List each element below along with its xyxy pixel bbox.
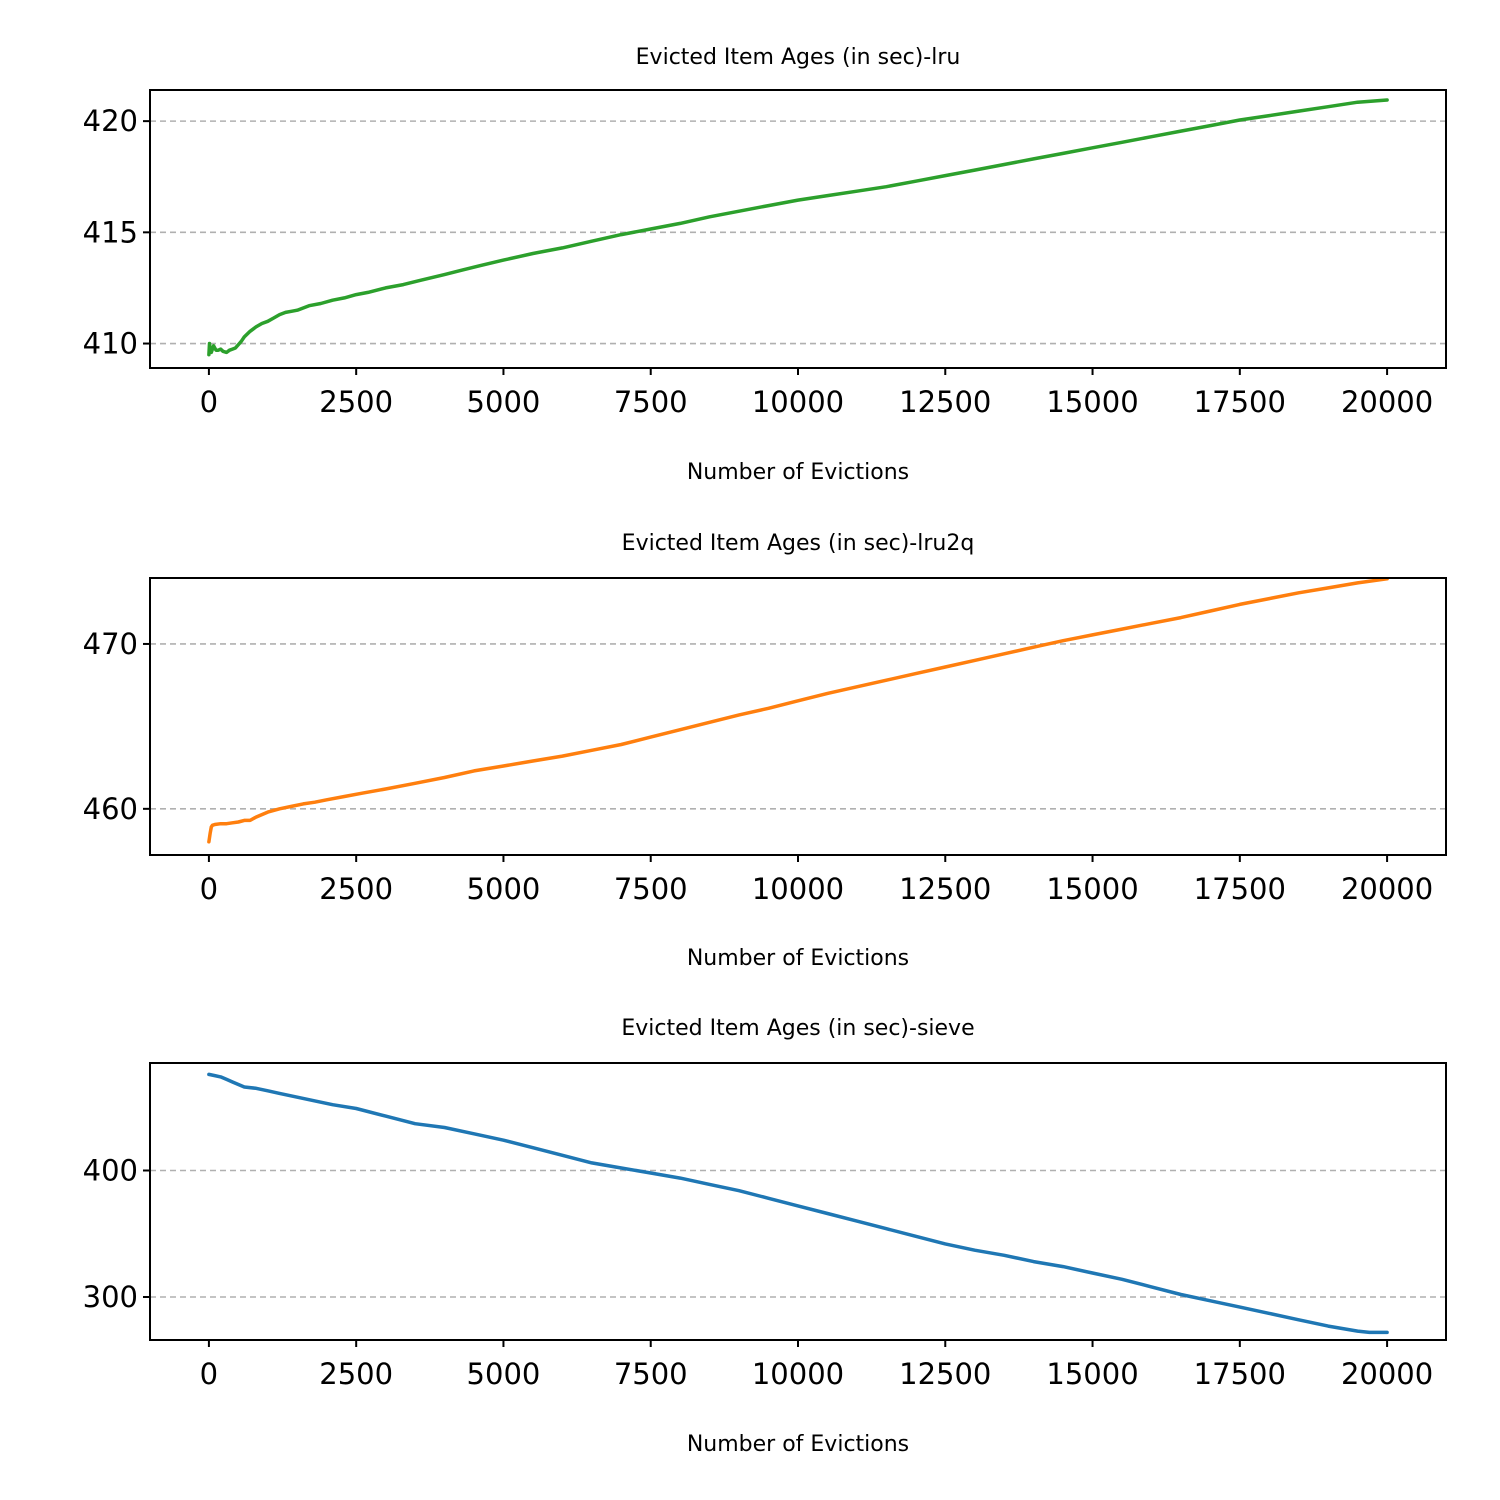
grid-lines — [150, 643, 1446, 810]
x-tick-label: 10000 — [752, 872, 844, 906]
x-tick-label: 17500 — [1194, 872, 1286, 906]
y-tick-label: 410 — [83, 327, 138, 361]
x-tick-label: 12500 — [899, 385, 991, 419]
x-tick-label: 7500 — [614, 872, 688, 906]
series-layer — [207, 98, 1389, 357]
x-tick-label: 15000 — [1046, 872, 1138, 906]
x-tick-label: 2500 — [319, 1357, 393, 1391]
x-tick-label: 0 — [200, 872, 218, 906]
ticks-layer: 0 2500 5000 7500 10000 12500 15000 17500 20000 46… — [83, 627, 1434, 906]
x-tick-label: 0 — [200, 385, 218, 419]
chart-title: Evicted Item Ages (in sec)-sieve — [621, 1016, 974, 1041]
series-line — [207, 98, 1389, 357]
subplot-lru2q: 0 2500 5000 7500 10000 12500 15000 17500 20000 46… — [83, 531, 1447, 971]
y-tick-label: 460 — [83, 792, 138, 826]
x-tick-label: 2500 — [319, 872, 393, 906]
x-tick-label: 20000 — [1341, 385, 1433, 419]
x-tick-label: 17500 — [1194, 385, 1286, 419]
grid-lines — [150, 1169, 1446, 1298]
x-tick-label: 10000 — [752, 385, 844, 419]
x-tick-label: 10000 — [752, 1357, 844, 1391]
ticks-layer: 0 2500 5000 7500 10000 12500 15000 17500 20000 30… — [83, 1154, 1434, 1391]
x-tick-label: 0 — [200, 1357, 218, 1391]
y-tick-label: 420 — [83, 104, 138, 138]
x-tick-label: 17500 — [1194, 1357, 1286, 1391]
x-tick-label: 20000 — [1341, 872, 1433, 906]
x-tick-label: 5000 — [467, 872, 541, 906]
chart-title: Evicted Item Ages (in sec)-lru2q — [622, 531, 975, 556]
y-tick-label: 400 — [83, 1154, 138, 1188]
ticks-layer: 0 2500 5000 7500 10000 12500 15000 17500 20000 41… — [83, 104, 1434, 419]
x-tick-label: 2500 — [319, 385, 393, 419]
x-tick-label: 7500 — [614, 385, 688, 419]
series-layer — [207, 577, 1389, 844]
y-tick-label: 470 — [83, 627, 138, 661]
x-tick-label: 12500 — [899, 1357, 991, 1391]
x-tick-label: 12500 — [899, 872, 991, 906]
x-axis-label: Number of Evictions — [687, 946, 909, 971]
subplot-lru: 0 2500 5000 7500 10000 12500 15000 17500 20000 41… — [83, 45, 1447, 485]
series-line — [207, 577, 1389, 844]
x-axis-label: Number of Evictions — [687, 1432, 909, 1457]
chart-title: Evicted Item Ages (in sec)-lru — [636, 45, 961, 70]
x-tick-label: 15000 — [1046, 385, 1138, 419]
y-tick-label: 300 — [83, 1280, 138, 1314]
x-tick-label: 5000 — [467, 1357, 541, 1391]
x-tick-label: 5000 — [467, 385, 541, 419]
x-tick-label: 7500 — [614, 1357, 688, 1391]
y-tick-label: 415 — [83, 215, 138, 249]
subplot-sieve: 0 2500 5000 7500 10000 12500 15000 17500 20000 30… — [83, 1016, 1447, 1457]
series-line — [207, 1072, 1389, 1335]
x-axis-label: Number of Evictions — [687, 460, 909, 485]
x-tick-label: 20000 — [1341, 1357, 1433, 1391]
series-layer — [207, 1072, 1389, 1335]
x-tick-label: 15000 — [1046, 1357, 1138, 1391]
